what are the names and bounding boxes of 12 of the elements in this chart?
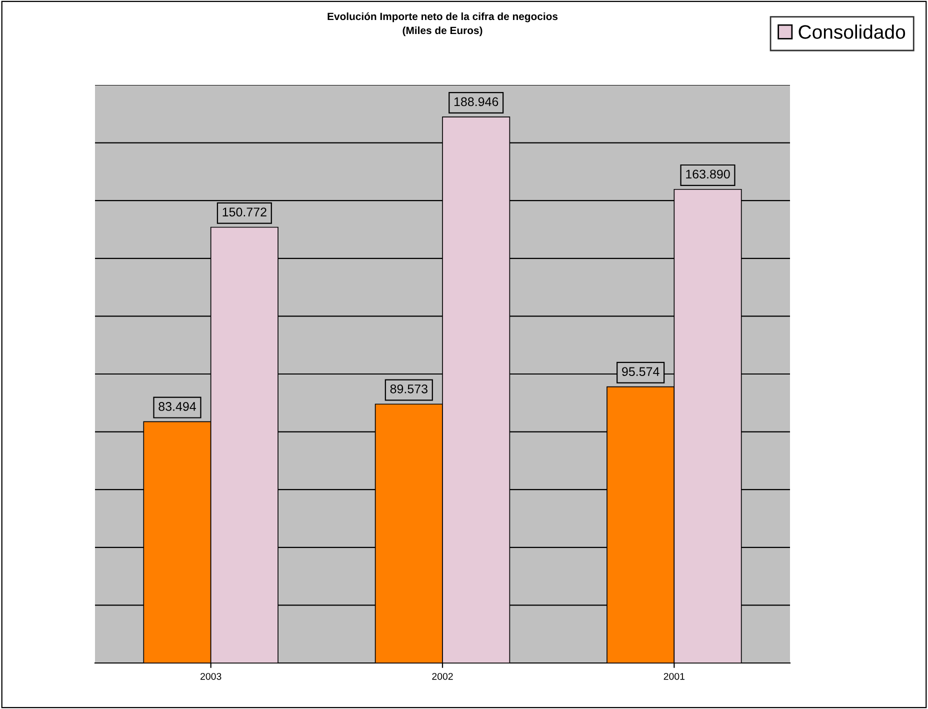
data-label: 95.574: [622, 367, 660, 376]
x-tick-label: 2002: [432, 672, 453, 680]
x-tick-label: 2001: [664, 672, 685, 680]
data-label: 89.573: [390, 384, 428, 394]
data-label: 163.890: [686, 170, 730, 179]
chart-subtitle: (Miles de Euros): [402, 26, 482, 36]
data-label: 83.494: [158, 402, 196, 411]
data-label: 188.946: [454, 97, 498, 106]
x-tick-label: 2003: [200, 672, 222, 680]
legend-label: Consolidado: [798, 24, 906, 39]
chart-title: Evolución Importe neto de la cifra de negocios: [328, 12, 558, 22]
data-label: 150.772: [222, 208, 266, 216]
